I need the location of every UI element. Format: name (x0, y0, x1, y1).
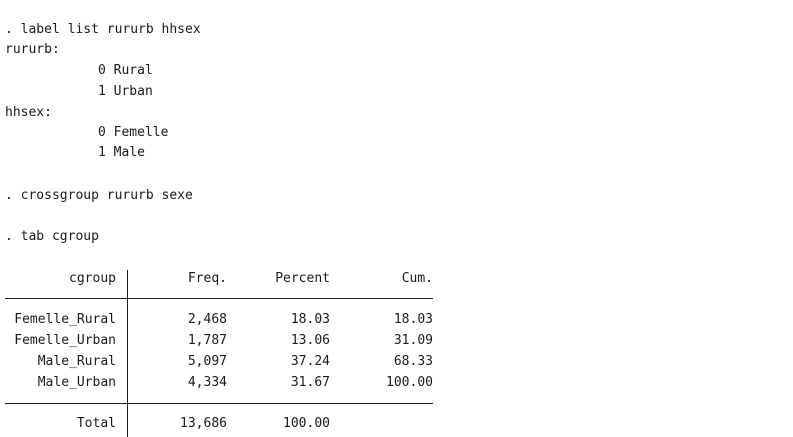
table-cell-label: Femelle_Urban (14, 333, 116, 348)
table-cell-label: Male_Urban (37, 375, 116, 390)
label-item: 1 Urban (98, 84, 153, 99)
label-name-rururb: rururb: (5, 42, 60, 57)
table-cell-percent: 31.67 (290, 375, 330, 390)
table-cell-label: Femelle_Rural (14, 312, 116, 327)
label-item: 0 Rural (98, 63, 153, 78)
table-divider-vertical (127, 270, 128, 298)
table-cell-cum: 18.03 (393, 312, 433, 327)
table-divider-vertical (127, 299, 128, 403)
table-divider-horizontal (5, 298, 433, 299)
table-header-percent: Percent (275, 271, 330, 286)
table-total-freq: 13,686 (180, 416, 227, 431)
table-cell-freq: 4,334 (187, 375, 227, 390)
table-header-cum: Cum. (401, 271, 433, 286)
label-item: 1 Male (98, 145, 145, 160)
table-cell-freq: 2,468 (187, 312, 227, 327)
table-cell-cum: 68.33 (393, 354, 433, 369)
table-cell-cum: 100.00 (386, 375, 433, 390)
command-label-list: . label list rururb hhsex (5, 22, 201, 37)
table-cell-freq: 1,787 (187, 333, 227, 348)
table-divider-vertical (127, 404, 128, 437)
label-item: 0 Femelle (98, 125, 169, 140)
table-cell-cum: 31.09 (393, 333, 433, 348)
table-cell-label: Male_Rural (37, 354, 116, 369)
table-header-freq: Freq. (187, 271, 227, 286)
command-crossgroup: . crossgroup rururb sexe (5, 188, 193, 203)
table-cell-percent: 18.03 (290, 312, 330, 327)
table-total-label: Total (76, 416, 116, 431)
table-cell-percent: 13.06 (290, 333, 330, 348)
table-total-percent: 100.00 (283, 416, 330, 431)
table-cell-percent: 37.24 (290, 354, 330, 369)
label-name-hhsex: hhsex: (5, 105, 52, 120)
table-divider-horizontal (5, 403, 433, 404)
table-cell-freq: 5,097 (187, 354, 227, 369)
table-header-cgroup: cgroup (69, 271, 116, 286)
command-tab: . tab cgroup (5, 229, 99, 244)
